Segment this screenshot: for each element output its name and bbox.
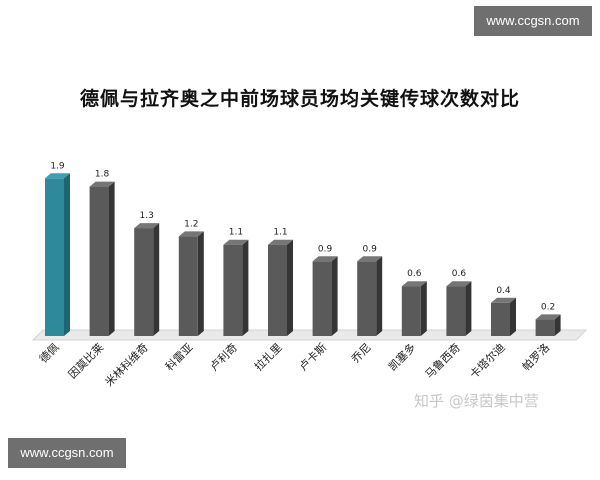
bar-side (197, 231, 204, 336)
bar-9 (401, 281, 427, 336)
bar-side (64, 173, 70, 336)
bar-side (376, 256, 383, 336)
bar-top (491, 297, 516, 303)
data-label: 1.2 (184, 219, 198, 229)
bar-front (268, 244, 287, 336)
bar-7 (312, 256, 338, 336)
category-label: 凯塞多 (385, 340, 418, 373)
bar-4 (178, 231, 204, 336)
data-label: 0.6 (407, 269, 422, 279)
data-label: 0.2 (541, 302, 555, 312)
overlay-watermark: 知乎 @绿茵集中营 (414, 392, 539, 410)
category-label: 因莫比莱 (66, 341, 106, 381)
watermark-bottom: www.ccgsn.com (8, 438, 126, 468)
bar-top (223, 239, 249, 245)
category-label: 卡塔尔迪 (467, 341, 507, 381)
bar-8 (357, 256, 383, 336)
data-label: 0.9 (318, 244, 333, 254)
data-label: 1.1 (229, 228, 243, 238)
data-label: 1.1 (273, 228, 287, 238)
bar-side (465, 281, 472, 336)
chart-title: 德佩与拉齐奥之中前场球员场均关键传球次数对比 (79, 88, 520, 110)
data-label: 0.6 (452, 269, 467, 279)
bar-front (446, 286, 466, 336)
bar-1 (45, 173, 70, 336)
bar-10 (446, 281, 472, 336)
category-label: 卢利奇 (207, 341, 240, 374)
bar-side (242, 239, 249, 336)
category-label: 乔尼 (349, 341, 374, 366)
bar-side (153, 223, 160, 336)
bar-2 (89, 181, 115, 336)
bar-top (357, 256, 383, 262)
bar-top (89, 181, 115, 187)
category-label: 帕罗洛 (519, 340, 552, 373)
bar-top (45, 173, 70, 179)
bar-front (134, 228, 154, 336)
bar-top (268, 239, 293, 245)
category-label: 科雷亚 (162, 340, 195, 373)
bar-front (178, 236, 198, 336)
bar-front (45, 178, 64, 336)
bar-front (223, 244, 243, 336)
bar-front (312, 261, 332, 336)
bar-3 (134, 223, 160, 336)
watermark-top: www.ccgsn.com (474, 6, 592, 36)
category-label: 马鲁西奇 (422, 340, 463, 381)
bar-front (401, 286, 421, 336)
bar-top (178, 231, 204, 237)
data-label: 0.9 (363, 244, 378, 254)
bar-side (510, 297, 516, 336)
bar-11 (491, 297, 516, 336)
bar-side (554, 314, 561, 336)
data-label: 0.4 (496, 286, 511, 296)
bar-top (312, 256, 338, 262)
bar-side (108, 181, 115, 336)
bar-front (535, 319, 555, 336)
bar-5 (223, 239, 249, 336)
bar-top (446, 281, 472, 287)
bar-front (357, 261, 377, 336)
bar-front (491, 302, 510, 336)
bar-side (287, 239, 293, 336)
bar-front (89, 186, 109, 336)
bar-side (331, 256, 338, 336)
data-label: 1.9 (50, 161, 65, 171)
category-label: 拉扎里 (251, 340, 284, 373)
bar-6 (268, 239, 293, 336)
data-label: 1.8 (95, 170, 110, 180)
category-label: 德佩 (36, 340, 61, 365)
bar-side (420, 281, 427, 336)
bar-top (401, 281, 427, 287)
data-label: 1.3 (140, 211, 154, 221)
bar-top (535, 314, 561, 320)
bar-top (134, 223, 160, 229)
category-label: 卢卡斯 (297, 341, 330, 374)
bar-12 (535, 314, 561, 336)
category-label: 米林科维奇 (102, 340, 151, 389)
